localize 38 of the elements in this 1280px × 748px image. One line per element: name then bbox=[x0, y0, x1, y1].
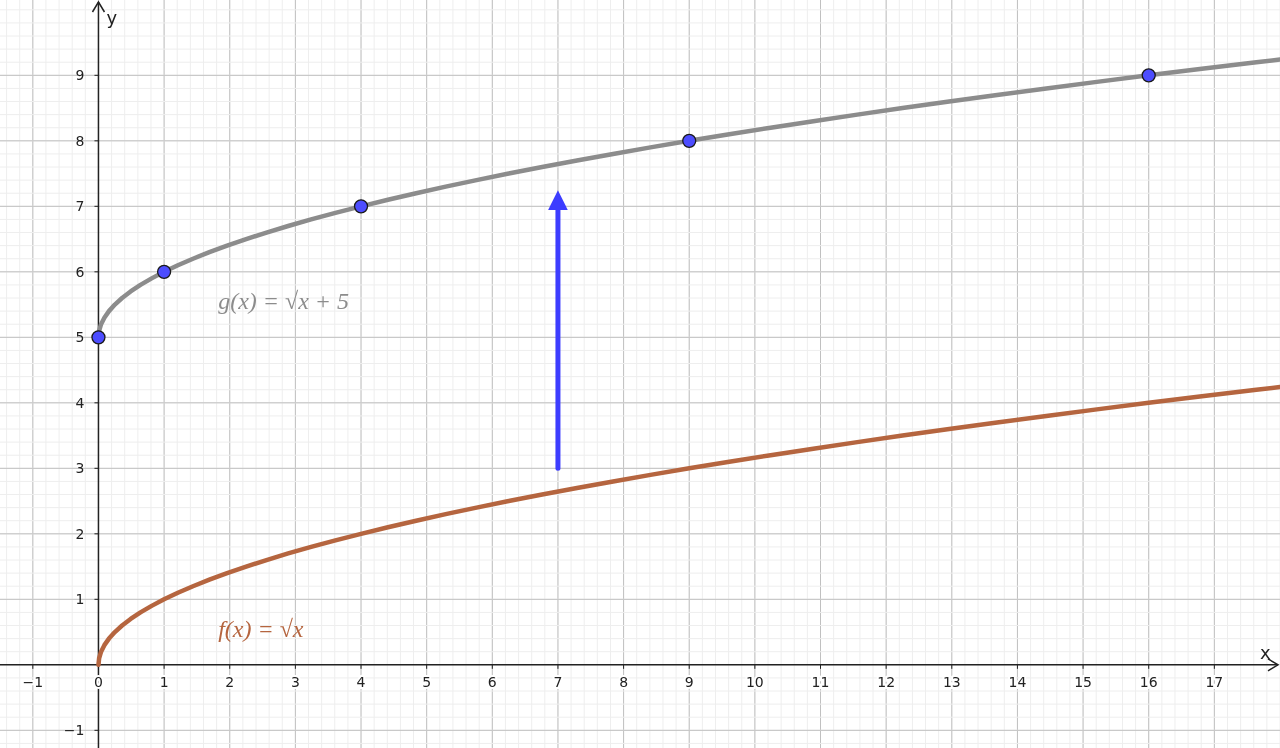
point bbox=[91, 330, 106, 345]
y-tick-label: −1 bbox=[63, 722, 85, 739]
x-tick-label: 6 bbox=[487, 673, 497, 690]
y-axis-title: y bbox=[106, 7, 118, 28]
point bbox=[353, 199, 369, 214]
x-tick-label: 17 bbox=[1205, 673, 1224, 690]
y-tick-label: 3 bbox=[75, 460, 85, 477]
x-tick-label: 15 bbox=[1074, 673, 1092, 690]
y-tick-label: 5 bbox=[75, 329, 85, 346]
x-tick-label: 16 bbox=[1139, 673, 1158, 690]
x-tick-label: 13 bbox=[942, 673, 961, 690]
x-axis-title: x bbox=[1260, 641, 1271, 663]
x-tick-label: 8 bbox=[619, 673, 629, 690]
point bbox=[156, 264, 172, 279]
point bbox=[1141, 68, 1156, 83]
y-tick-label: 7 bbox=[75, 198, 85, 215]
y-tick-label: 9 bbox=[75, 67, 85, 84]
line-series bbox=[96, 384, 1280, 668]
x-tick-label: 3 bbox=[290, 673, 300, 690]
series-label: g(x) = √x + 5 bbox=[218, 288, 350, 315]
y-tick-label: 2 bbox=[75, 525, 85, 542]
x-tick-label: −1 bbox=[22, 673, 44, 690]
x-tick-label: 2 bbox=[225, 673, 235, 690]
x-tick-label: 9 bbox=[684, 673, 694, 690]
x-tick-label: 4 bbox=[356, 673, 366, 690]
y-tick-label: 1 bbox=[75, 591, 85, 608]
series-label: f(x) = √x bbox=[218, 615, 304, 642]
y-tick-label: 8 bbox=[75, 132, 85, 149]
x-tick-label: 10 bbox=[745, 673, 764, 690]
x-tick-label: 14 bbox=[1008, 673, 1027, 690]
x-tick-label: 1 bbox=[159, 673, 169, 690]
point bbox=[682, 133, 697, 148]
x-tick-label: 11 bbox=[811, 673, 830, 690]
x-tick-label: 5 bbox=[422, 673, 432, 690]
x-tick-label: 12 bbox=[877, 673, 896, 690]
y-tick-label: 4 bbox=[75, 394, 85, 411]
x-tick-label: 7 bbox=[553, 673, 563, 690]
y-tick-label: 6 bbox=[75, 263, 85, 280]
